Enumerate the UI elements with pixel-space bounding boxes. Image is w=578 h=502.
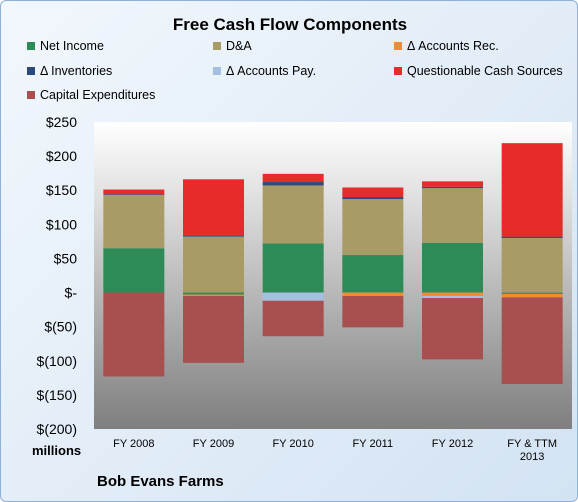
x-tick-label: FY & TTM 2013 [507, 438, 557, 463]
bar-segment [183, 294, 244, 296]
bar-segment [422, 181, 483, 187]
y-tick-label: $100 [46, 216, 77, 232]
bar-segment [183, 292, 244, 295]
legend-label: Δ Inventories [40, 64, 113, 78]
bar-segment [342, 255, 404, 293]
company-name: Bob Evans Farms [97, 473, 224, 490]
bar-segment [342, 187, 404, 198]
chart-title: Free Cash Flow Components [172, 15, 408, 34]
bar-segment [501, 237, 563, 293]
bar-segment [422, 298, 483, 360]
y-tick-label: $(150) [37, 387, 77, 403]
legend-label: D&A [226, 39, 252, 53]
y-tick-label: $- [65, 285, 78, 301]
bar-segment [262, 185, 324, 244]
bar-segment [183, 235, 244, 237]
legend-swatch [394, 66, 402, 75]
bar-segment [103, 292, 165, 377]
bar-segment [501, 292, 563, 294]
bar-segment [501, 236, 563, 238]
y-tick-label: $250 [46, 114, 77, 130]
y-tick-label: $(50) [44, 319, 77, 335]
bar-segment [183, 295, 244, 363]
bar-segment [262, 300, 324, 337]
legend-swatch [394, 41, 402, 50]
bar-segment [501, 293, 563, 298]
bar-segment [103, 194, 165, 249]
bar-segment [501, 143, 563, 237]
bar-segment [262, 173, 324, 183]
bar-segment [103, 189, 165, 195]
legend-swatch [27, 66, 35, 75]
bar-segment [262, 243, 324, 293]
bar-segment [422, 292, 483, 296]
legend-swatch [213, 66, 221, 75]
legend-label: Net Income [40, 39, 104, 53]
bar-segment [342, 199, 404, 256]
bar-segment [103, 194, 165, 195]
legend-swatch [27, 90, 35, 99]
bar-segment [183, 179, 244, 236]
legend-item-inventories: Δ Inventories [27, 64, 112, 78]
bar-segment [422, 186, 483, 189]
legend-swatch [27, 41, 35, 50]
legend-item-accounts-rec: Δ Accounts Rec. [394, 39, 499, 53]
bar-segment [342, 295, 404, 328]
x-tick-label: FY 2011 [353, 438, 394, 450]
bar-segment [262, 292, 324, 301]
legend-label: Δ Accounts Rec. [407, 39, 499, 53]
y-tick-label: $(200) [37, 421, 77, 437]
bar-segment [262, 182, 324, 186]
y-tick-label: $200 [46, 148, 77, 164]
x-tick-label: FY 2009 [193, 438, 234, 450]
legend-label: Capital Expenditures [40, 88, 156, 102]
y-tick-label: $(100) [37, 353, 77, 369]
legend-label: Questionable Cash Sources [407, 64, 563, 78]
bar-segment [422, 295, 483, 299]
plot-area [94, 122, 572, 429]
bar-segment [342, 292, 404, 296]
bar-segment [501, 297, 563, 384]
legend-item-accounts-pay: Δ Accounts Pay. [213, 64, 316, 78]
y-tick-label: $150 [46, 182, 77, 198]
y-tick-label: $50 [54, 250, 78, 266]
legend-item-questionable: Questionable Cash Sources [394, 64, 563, 78]
x-tick-label: FY 2012 [432, 438, 473, 450]
legend-swatch [213, 41, 221, 50]
x-tick-label: FY 2010 [272, 438, 313, 450]
bar-segment [422, 242, 483, 293]
legend-item-capex: Capital Expenditures [27, 88, 155, 102]
legend-item-net-income: Net Income [27, 39, 104, 53]
bar-segment [422, 188, 483, 243]
bar-segment [103, 248, 165, 293]
bar-segment [342, 197, 404, 200]
legend-item-da: D&A [213, 39, 252, 53]
x-tick-label: FY 2008 [113, 438, 154, 450]
units-label: millions [32, 443, 82, 458]
bar-segment [183, 236, 244, 293]
legend-label: Δ Accounts Pay. [226, 64, 317, 78]
